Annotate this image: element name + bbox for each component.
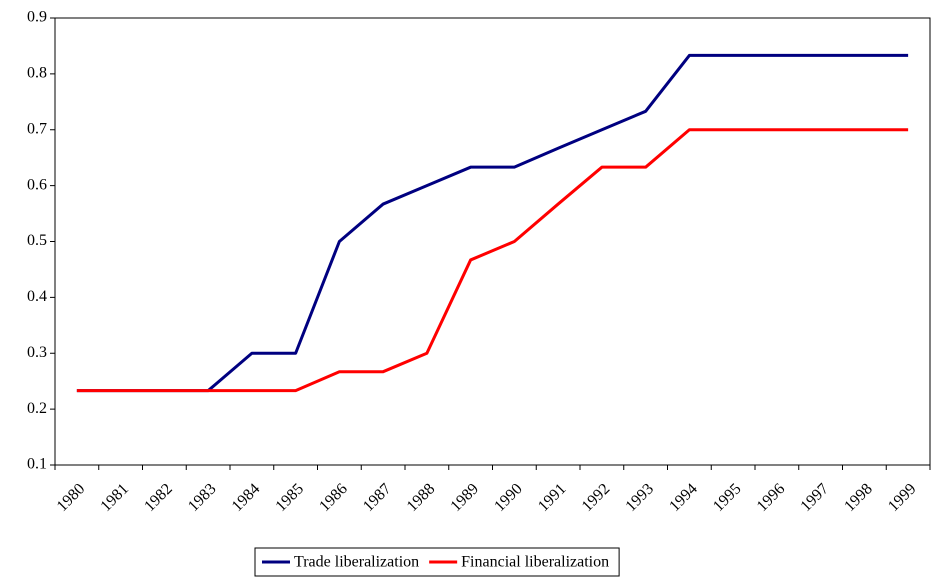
y-tick-label: 0.6 (27, 176, 47, 193)
x-tick-label: 1991 (535, 480, 570, 515)
x-tick-label: 1980 (54, 480, 89, 515)
x-tick-label: 1997 (797, 480, 832, 515)
x-tick-label: 1987 (360, 480, 395, 515)
series-line (76, 53, 909, 393)
x-tick-label: 1993 (622, 480, 657, 515)
y-tick-label: 0.7 (27, 120, 47, 137)
legend-label: Financial liberalization (461, 554, 609, 571)
x-tick-label: 1992 (579, 480, 614, 515)
x-tick-label: 1984 (229, 480, 264, 515)
x-tick-label: 1988 (404, 480, 439, 515)
x-tick-label: 1994 (666, 480, 701, 515)
x-tick-label: 1999 (885, 480, 920, 515)
x-tick-label: 1990 (491, 480, 526, 515)
x-tick-label: 1995 (710, 480, 745, 515)
y-tick-label: 0.2 (27, 400, 47, 417)
y-tick-label: 0.3 (27, 344, 47, 361)
x-tick-label: 1998 (841, 480, 876, 515)
x-tick-label: 1983 (185, 480, 220, 515)
y-tick-label: 0.1 (27, 456, 47, 473)
x-tick-label: 1989 (447, 480, 482, 515)
plot-area (54, 17, 931, 466)
x-tick-label: 1996 (754, 480, 789, 515)
series-line (76, 128, 909, 393)
x-tick-label: 1985 (272, 480, 307, 515)
x-tick-label: 1982 (141, 480, 176, 515)
y-tick-label: 0.9 (27, 9, 47, 26)
y-tick-label: 0.4 (27, 288, 47, 305)
y-tick-label: 0.5 (27, 232, 47, 249)
x-tick-label: 1981 (97, 480, 132, 515)
x-tick-label: 1986 (316, 480, 351, 515)
legend-label: Trade liberalization (294, 554, 419, 571)
y-tick-label: 0.8 (27, 65, 47, 82)
